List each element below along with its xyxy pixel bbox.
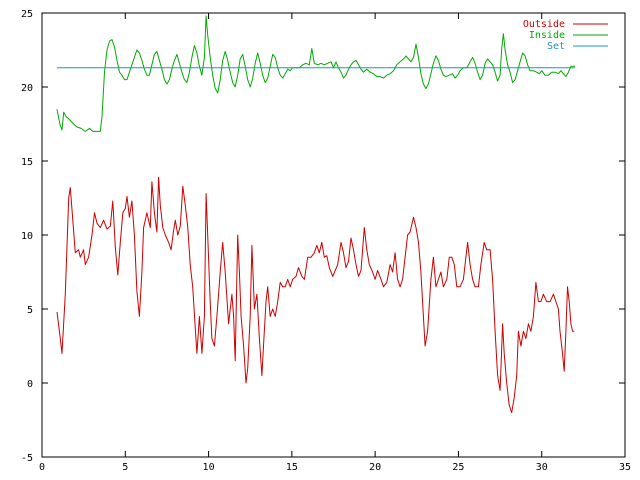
y-tick-label: 5 (27, 305, 33, 316)
y-tick-label: 20 (21, 83, 33, 94)
x-tick-label: 5 (122, 462, 128, 473)
y-tick-label: 25 (21, 9, 33, 20)
x-tick-label: 15 (286, 462, 298, 473)
series-line-outside (56, 176, 575, 414)
y-tick-label: 15 (21, 157, 33, 168)
y-tick-label: -5 (21, 453, 33, 464)
axes: -5 0 5 10 15 20 25 0 5 10 15 20 25 30 35 (21, 9, 631, 473)
y-tick-label: 0 (27, 379, 33, 390)
plot-frame (41, 12, 626, 458)
series-line-inside (56, 15, 575, 132)
series-group (56, 15, 575, 414)
x-tick-label: 10 (203, 462, 215, 473)
x-tick-label: 20 (369, 462, 381, 473)
legend-label-inside: Inside (529, 30, 565, 41)
y-tick-label: 10 (21, 231, 33, 242)
legend-label-set: Set (547, 41, 565, 52)
x-tick-label: 25 (452, 462, 464, 473)
x-tick-label: 0 (39, 462, 45, 473)
x-tick-label: 30 (536, 462, 548, 473)
x-tick-label: 35 (619, 462, 631, 473)
legend-label-outside: Outside (523, 19, 565, 30)
